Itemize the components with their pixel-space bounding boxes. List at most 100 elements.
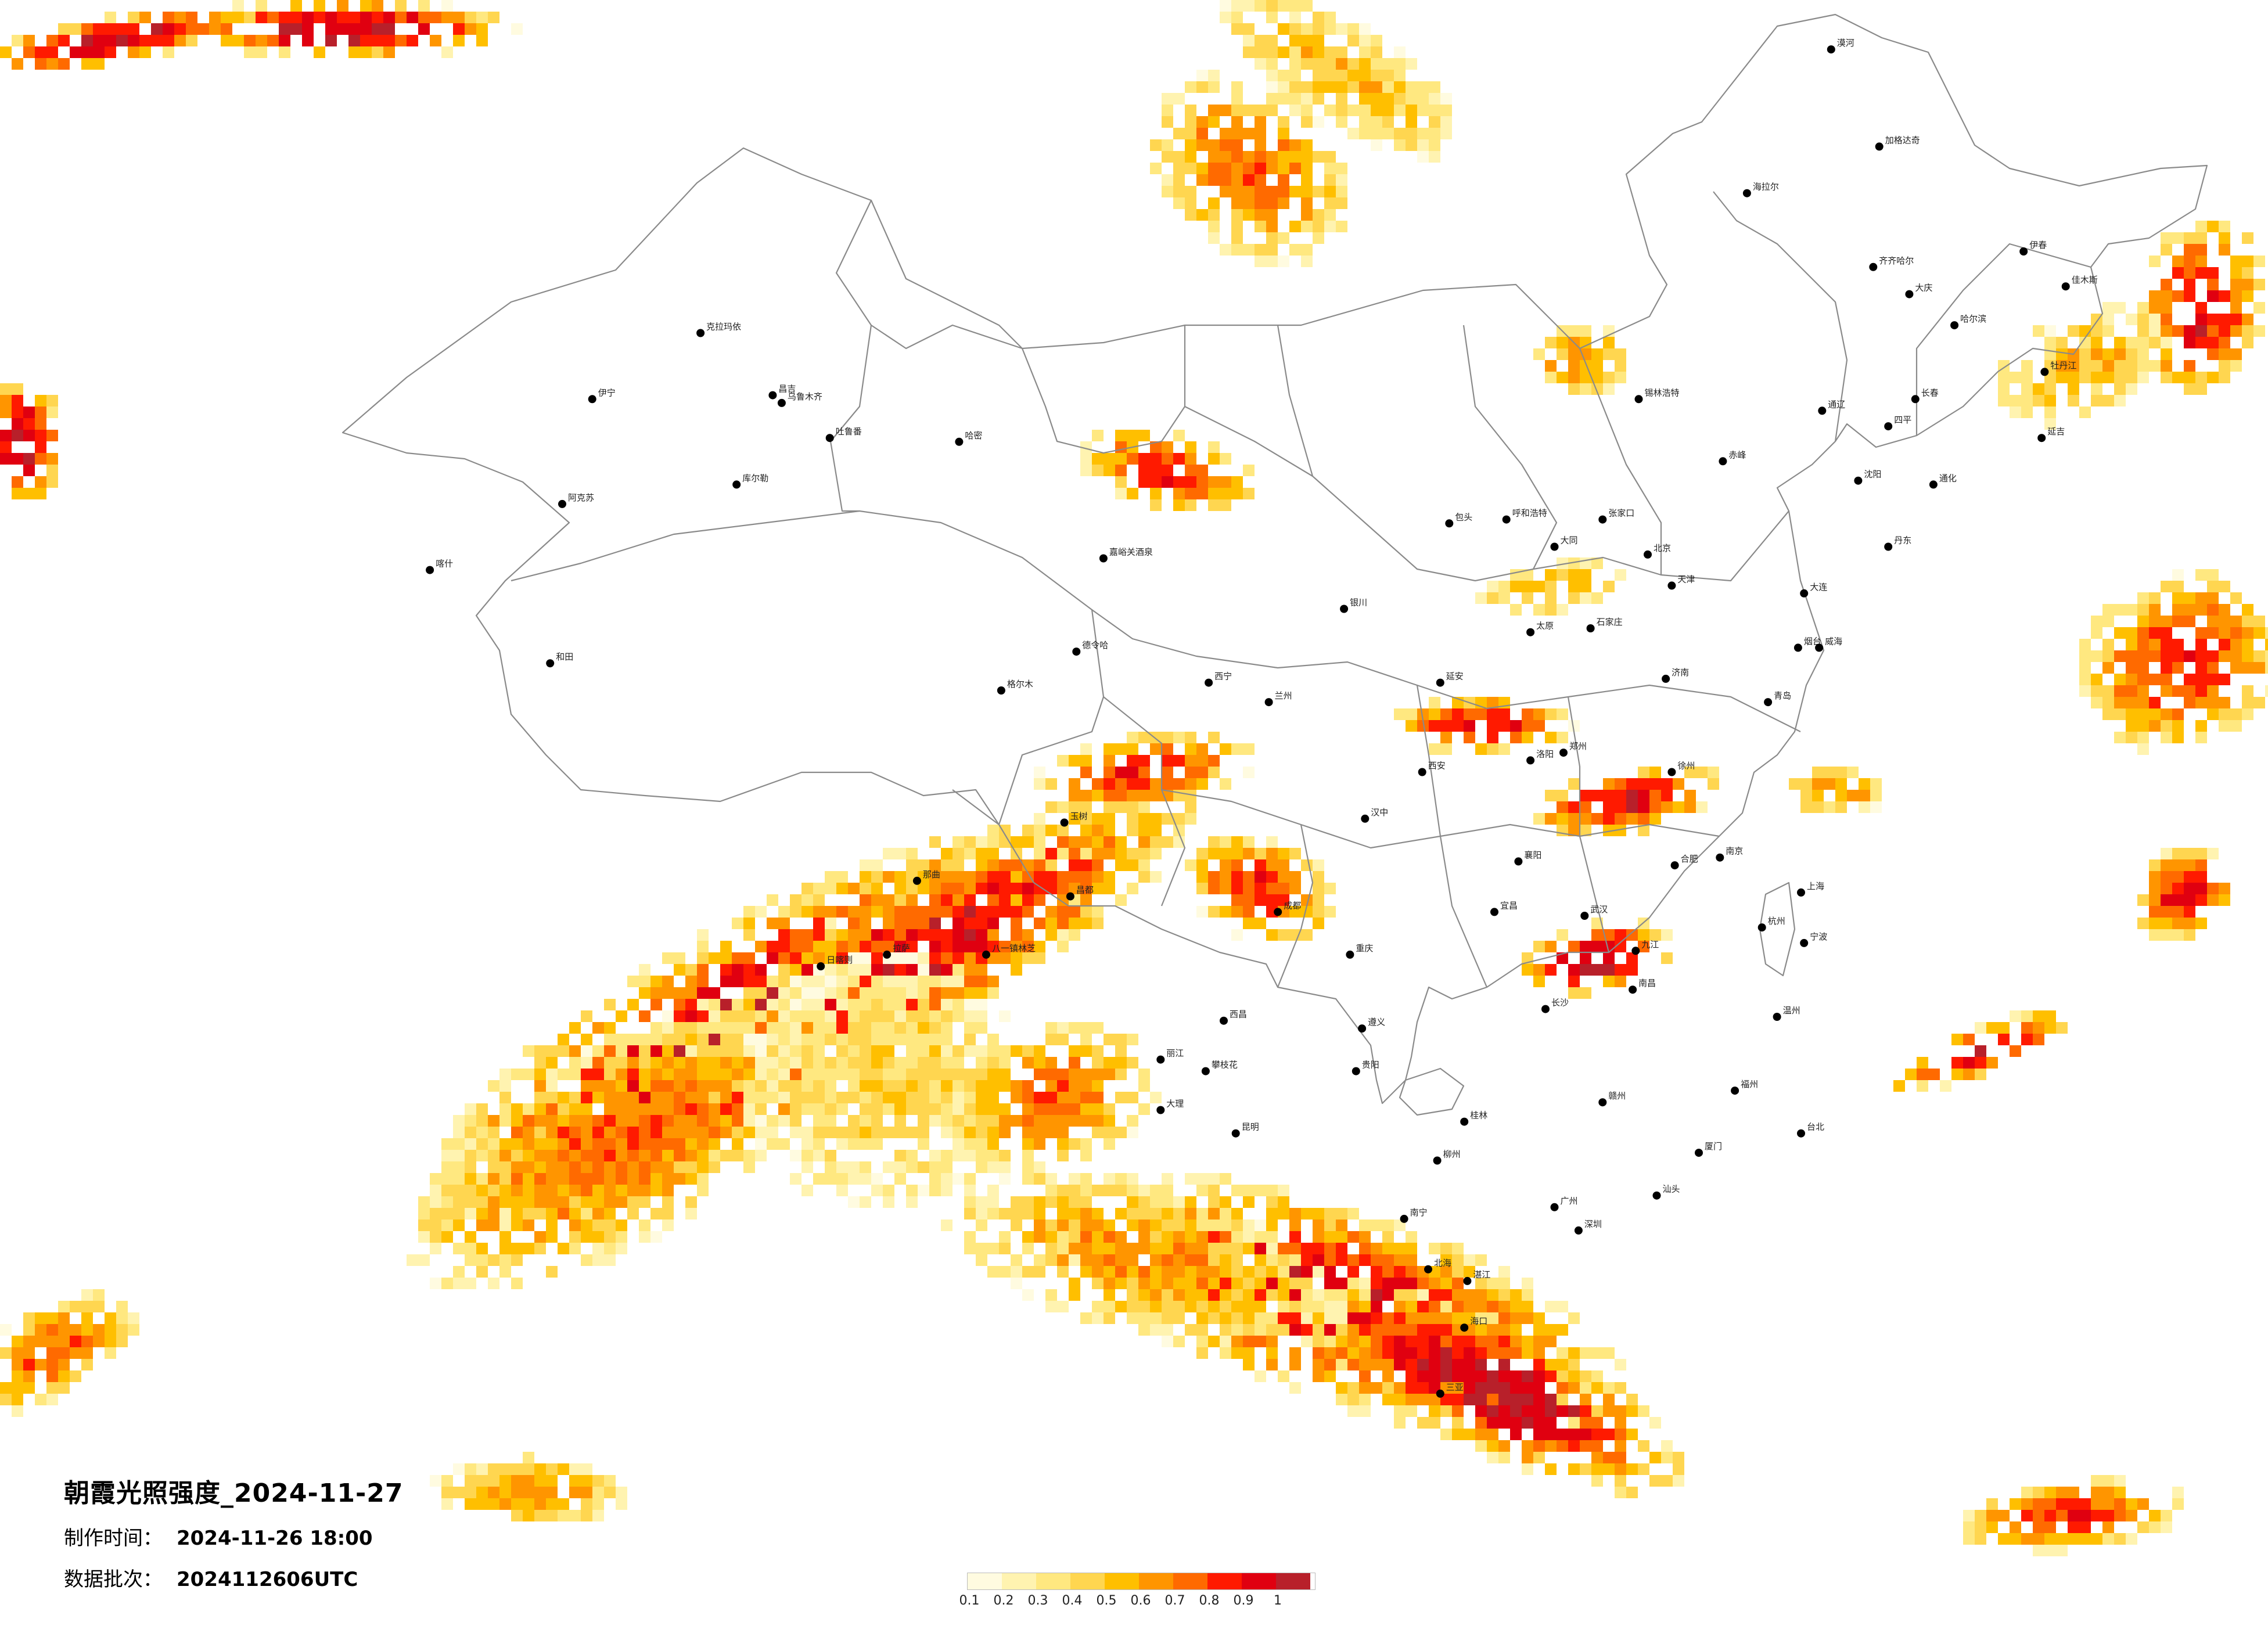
city-label: 喀什 bbox=[436, 559, 453, 569]
province-line bbox=[1567, 696, 1610, 953]
city-label: 哈尔滨 bbox=[1960, 314, 1986, 324]
city-label: 大庆 bbox=[1915, 283, 1932, 293]
city-marker: 长春 bbox=[1911, 387, 1939, 404]
city-label: 烟台 bbox=[1804, 636, 1821, 646]
city-label: 通化 bbox=[1939, 473, 1957, 483]
city-marker: 大连 bbox=[1800, 582, 1827, 598]
city-marker: 伊宁 bbox=[588, 387, 616, 404]
city-dot bbox=[1742, 189, 1751, 197]
city-label: 柳州 bbox=[1443, 1149, 1461, 1160]
city-marker: 玉树 bbox=[1060, 811, 1088, 827]
city-marker: 天津 bbox=[1667, 574, 1695, 590]
city-dot bbox=[1060, 818, 1069, 827]
city-dot bbox=[2040, 368, 2049, 376]
city-label: 库尔勒 bbox=[742, 473, 768, 483]
city-label: 贵阳 bbox=[1362, 1060, 1379, 1070]
data-batch-label: 数据批次： bbox=[64, 1568, 163, 1591]
city-marker: 锡林浩特 bbox=[1634, 387, 1680, 404]
legend-swatch bbox=[1139, 1573, 1173, 1589]
city-marker: 那曲 bbox=[912, 869, 940, 885]
city-dot bbox=[1884, 422, 1893, 431]
legend-tick-label: 0.6 bbox=[1130, 1593, 1151, 1608]
city-dot bbox=[1884, 542, 1893, 551]
city-marker: 大理 bbox=[1156, 1099, 1184, 1114]
city-label: 兰州 bbox=[1275, 690, 1292, 701]
city-marker: 宜昌 bbox=[1490, 900, 1518, 916]
city-label: 日喀则 bbox=[826, 955, 853, 965]
city-label: 汉中 bbox=[1371, 807, 1388, 818]
city-dot bbox=[1490, 908, 1498, 916]
city-label: 银川 bbox=[1350, 598, 1367, 608]
city-dot bbox=[1541, 1005, 1550, 1013]
city-marker: 南宁 bbox=[1400, 1207, 1428, 1223]
city-label: 大理 bbox=[1166, 1099, 1184, 1109]
city-dot bbox=[768, 391, 777, 400]
city-marker: 洛阳 bbox=[1526, 749, 1554, 765]
province-line bbox=[1579, 348, 1662, 575]
city-dot bbox=[2061, 282, 2070, 291]
city-label: 乌鲁木齐 bbox=[788, 391, 822, 402]
city-dot bbox=[1716, 853, 1724, 862]
city-label: 八一镇林芝 bbox=[992, 943, 1036, 954]
city-label: 合肥 bbox=[1681, 854, 1698, 864]
city-dot bbox=[1340, 605, 1349, 613]
legend-swatch bbox=[1036, 1573, 1070, 1589]
city-dot bbox=[1264, 698, 1273, 707]
city-dot bbox=[1869, 262, 1878, 271]
city-label: 南宁 bbox=[1410, 1207, 1428, 1218]
city-dot bbox=[1574, 1226, 1583, 1235]
city-marker: 北京 bbox=[1644, 543, 1671, 559]
province-line bbox=[829, 325, 872, 512]
province-line bbox=[952, 696, 1105, 826]
city-marker: 通辽 bbox=[1818, 399, 1845, 415]
city-marker: 福州 bbox=[1731, 1079, 1758, 1095]
city-label: 佳木斯 bbox=[2072, 275, 2098, 285]
city-dot bbox=[912, 876, 921, 885]
city-dot bbox=[1667, 581, 1676, 590]
city-dot bbox=[1793, 643, 1802, 652]
city-marker: 大同 bbox=[1550, 535, 1578, 551]
city-dot bbox=[777, 398, 786, 407]
province-line bbox=[1277, 824, 1314, 988]
city-marker: 漠河 bbox=[1827, 38, 1854, 54]
city-dot bbox=[426, 566, 434, 574]
city-dot bbox=[825, 434, 834, 443]
city-label: 西宁 bbox=[1214, 671, 1232, 682]
city-dot bbox=[1346, 950, 1354, 959]
city-label: 厦门 bbox=[1705, 1141, 1722, 1152]
city-label: 克拉玛依 bbox=[706, 322, 741, 332]
province-line bbox=[835, 200, 1023, 350]
city-label: 成都 bbox=[1284, 900, 1301, 911]
legend-ticks: 0.1 0.2 0.3 0.4 0.5 0.6 0.7 0.8 0.9 1 bbox=[959, 1590, 1315, 1610]
city-marker: 青岛 bbox=[1764, 690, 1791, 707]
city-label: 海口 bbox=[1470, 1316, 1487, 1326]
made-time-row: 制作时间： 2024-11-26 18:00 bbox=[64, 1522, 403, 1551]
city-label: 和田 bbox=[556, 652, 573, 662]
city-marker: 南京 bbox=[1716, 846, 1743, 862]
city-marker: 昆明 bbox=[1231, 1122, 1259, 1138]
city-marker: 银川 bbox=[1340, 598, 1367, 613]
city-dot bbox=[1580, 912, 1589, 920]
city-marker: 石家庄 bbox=[1586, 617, 1623, 632]
city-marker: 格尔木 bbox=[997, 679, 1033, 695]
city-dot bbox=[1929, 480, 1938, 489]
city-label: 赣州 bbox=[1608, 1091, 1626, 1101]
city-marker: 包头 bbox=[1445, 512, 1472, 528]
city-label: 西昌 bbox=[1230, 1009, 1247, 1020]
city-dot bbox=[1757, 923, 1766, 932]
city-dot bbox=[1201, 1067, 1210, 1075]
city-marker: 海口 bbox=[1460, 1316, 1487, 1332]
city-marker: 日喀则 bbox=[817, 955, 853, 970]
city-label: 昌吉 bbox=[778, 384, 796, 394]
city-label: 昆明 bbox=[1242, 1122, 1259, 1132]
city-marker: 攀枝花 bbox=[1201, 1060, 1238, 1075]
city-dot bbox=[1436, 1389, 1444, 1398]
city-marker: 德令哈 bbox=[1072, 640, 1108, 656]
province-line bbox=[1416, 685, 1488, 988]
legend-swatch bbox=[1242, 1573, 1276, 1589]
city-dot bbox=[1818, 406, 1827, 415]
city-dot bbox=[1436, 678, 1444, 687]
legend-swatch bbox=[1105, 1573, 1139, 1589]
city-dot bbox=[1667, 768, 1676, 776]
city-marker: 沈阳 bbox=[1854, 469, 1881, 485]
